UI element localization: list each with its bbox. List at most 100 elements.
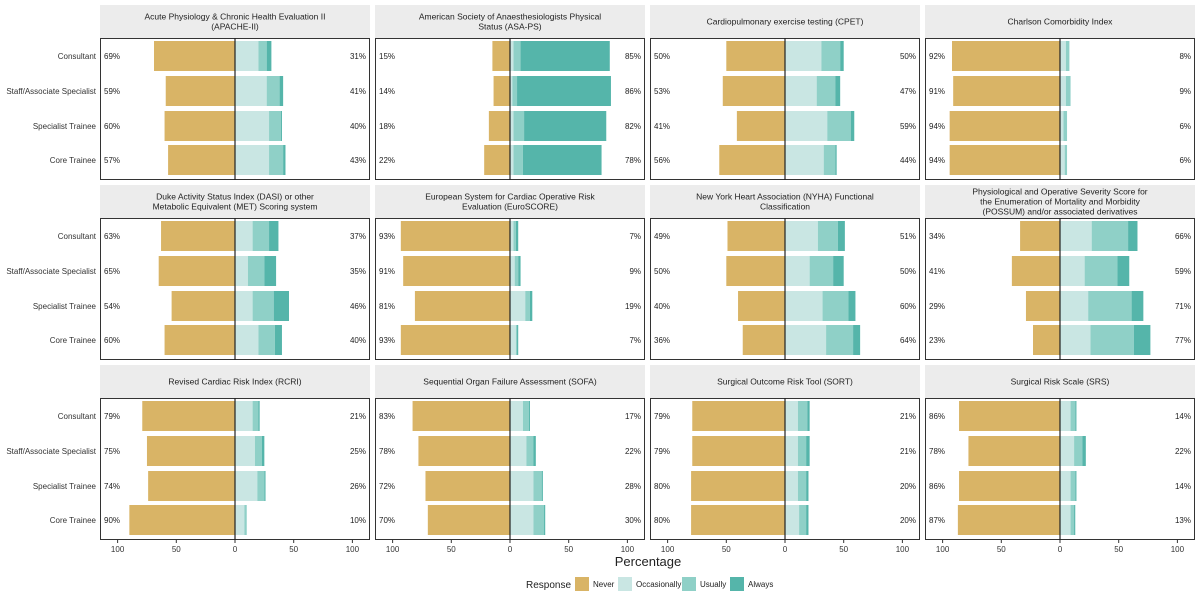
- bar-usually: [1074, 436, 1083, 466]
- left-percent-label: 50%: [654, 267, 670, 276]
- panel-title: Cardiopulmonary exercise testing (CPET): [707, 17, 864, 27]
- right-percent-label: 40%: [350, 336, 366, 345]
- panel-title: Surgical Outcome Risk Tool (SORT): [717, 377, 853, 387]
- left-percent-label: 94%: [929, 122, 945, 131]
- bar-never: [161, 221, 235, 251]
- left-percent-label: 90%: [104, 516, 120, 525]
- facet-panel: Surgical Risk Scale (SRS) 86% 14% 78% 22% 86%…: [925, 365, 1195, 540]
- right-percent-label: 77%: [1175, 336, 1191, 345]
- bar-never: [168, 145, 235, 175]
- left-percent-label: 63%: [104, 232, 120, 241]
- y-tick-label: Staff/Associate Specialist: [6, 267, 96, 276]
- right-percent-label: 14%: [1175, 482, 1191, 491]
- bar-occasionally: [785, 41, 822, 71]
- bar-never: [1033, 325, 1060, 355]
- facet-panel: Cardiopulmonary exercise testing (CPET) 5…: [650, 5, 920, 180]
- bar-always: [840, 41, 844, 71]
- bar-always: [529, 291, 533, 321]
- bar-always: [522, 145, 602, 175]
- panel-strip: [100, 5, 370, 38]
- left-percent-label: 81%: [379, 302, 395, 311]
- bar-usually: [512, 76, 518, 106]
- bar-usually: [816, 76, 836, 106]
- left-percent-label: 50%: [654, 52, 670, 61]
- bar-never: [719, 145, 785, 175]
- bar-usually: [809, 256, 834, 286]
- bar-never: [691, 471, 785, 501]
- bar-always: [541, 471, 543, 501]
- right-percent-label: 20%: [900, 482, 916, 491]
- bar-always: [533, 436, 536, 466]
- panel-strip: [925, 5, 1195, 38]
- right-percent-label: 59%: [1175, 267, 1191, 276]
- left-percent-label: 93%: [379, 232, 395, 241]
- left-percent-label: 14%: [379, 87, 395, 96]
- left-percent-label: 29%: [929, 302, 945, 311]
- left-percent-label: 79%: [654, 447, 670, 456]
- panel-title: European System for Cardiac Operative Ri…: [425, 192, 595, 212]
- bar-always: [806, 471, 809, 501]
- legend-title: Response: [526, 580, 571, 591]
- bar-never: [959, 471, 1060, 501]
- bar-never: [158, 256, 235, 286]
- facet-panel: Physiological and Operative Severity Sco…: [925, 185, 1195, 360]
- bar-usually: [247, 256, 265, 286]
- bar-usually: [821, 41, 841, 71]
- bar-occasionally: [510, 325, 516, 355]
- bar-never: [742, 325, 785, 355]
- bar-usually: [1064, 145, 1068, 175]
- bar-occasionally: [1060, 221, 1092, 251]
- legend-label-never: Never: [593, 580, 615, 589]
- bar-usually: [533, 505, 545, 535]
- right-percent-label: 22%: [625, 447, 641, 456]
- bar-always: [807, 401, 810, 431]
- panel-strip: [375, 185, 645, 218]
- bar-occasionally: [785, 436, 798, 466]
- bar-usually: [252, 291, 274, 321]
- y-axis-labels: Consultant Staff/Associate Specialist Spec…: [6, 52, 96, 525]
- bar-never: [1011, 256, 1060, 286]
- bar-always: [517, 325, 519, 355]
- bar-never: [949, 111, 1060, 141]
- bar-always: [517, 76, 611, 106]
- left-percent-label: 70%: [379, 516, 395, 525]
- bar-occasionally: [235, 325, 259, 355]
- bar-occasionally: [235, 505, 245, 535]
- right-percent-label: 31%: [350, 52, 366, 61]
- x-axis-title: Percentage: [615, 554, 682, 569]
- facet-panel: European System for Cardiac Operative Ri…: [375, 185, 645, 360]
- bar-occasionally: [235, 41, 259, 71]
- bar-usually: [1088, 291, 1132, 321]
- bar-always: [1075, 471, 1077, 501]
- bar-occasionally: [510, 256, 515, 286]
- left-percent-label: 36%: [654, 336, 670, 345]
- left-percent-label: 86%: [929, 482, 945, 491]
- bar-always: [806, 436, 810, 466]
- bar-usually: [513, 41, 521, 71]
- right-percent-label: 28%: [625, 482, 641, 491]
- bar-never: [726, 41, 785, 71]
- left-percent-label: 60%: [104, 336, 120, 345]
- left-percent-label: 78%: [929, 447, 945, 456]
- bar-never: [488, 111, 510, 141]
- bar-occasionally: [1060, 111, 1064, 141]
- right-percent-label: 26%: [350, 482, 366, 491]
- y-tick-label: Core Trainee: [50, 516, 97, 525]
- bar-always: [273, 291, 289, 321]
- y-tick-label: Staff/Associate Specialist: [6, 87, 96, 96]
- bar-usually: [514, 256, 519, 286]
- right-percent-label: 35%: [350, 267, 366, 276]
- left-percent-label: 18%: [379, 122, 395, 131]
- bar-never: [165, 76, 235, 106]
- bar-occasionally: [785, 291, 823, 321]
- bar-usually: [266, 76, 280, 106]
- bar-never: [726, 256, 785, 286]
- panel-strip: [375, 5, 645, 38]
- right-percent-label: 64%: [900, 336, 916, 345]
- right-percent-label: 85%: [625, 52, 641, 61]
- bar-never: [949, 145, 1060, 175]
- bar-always: [848, 291, 856, 321]
- bar-always: [806, 505, 809, 535]
- bar-usually: [258, 325, 275, 355]
- bar-always: [524, 111, 607, 141]
